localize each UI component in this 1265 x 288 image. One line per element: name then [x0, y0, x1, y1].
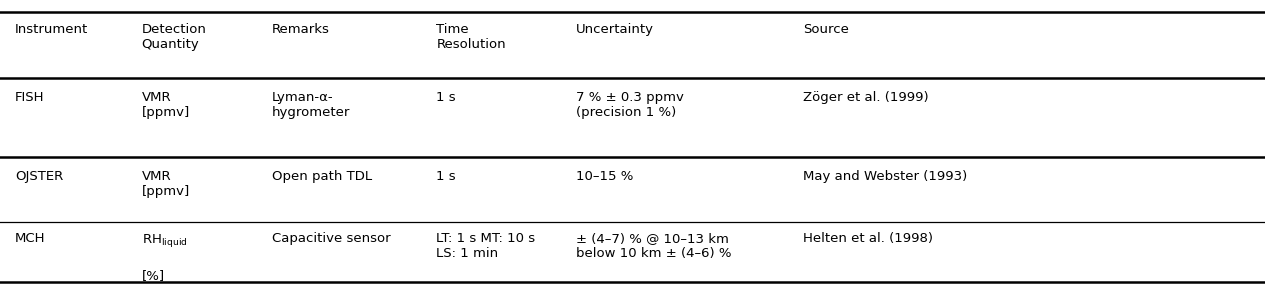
Text: Remarks: Remarks	[272, 23, 330, 36]
Text: Detection
Quantity: Detection Quantity	[142, 23, 206, 51]
Text: Lyman-α-
hygrometer: Lyman-α- hygrometer	[272, 91, 350, 119]
Text: 10–15 %: 10–15 %	[576, 170, 632, 183]
Text: LT: 1 s MT: 10 s
LS: 1 min: LT: 1 s MT: 10 s LS: 1 min	[436, 232, 535, 260]
Text: RH$_\mathregular{liquid}$: RH$_\mathregular{liquid}$	[142, 232, 187, 249]
Text: ± (4–7) % @ 10–13 km
below 10 km ± (4–6) %: ± (4–7) % @ 10–13 km below 10 km ± (4–6)…	[576, 232, 731, 260]
Text: FISH: FISH	[15, 91, 44, 104]
Text: 7 % ± 0.3 ppmv
(precision 1 %): 7 % ± 0.3 ppmv (precision 1 %)	[576, 91, 683, 119]
Text: Open path TDL: Open path TDL	[272, 170, 372, 183]
Text: Instrument: Instrument	[15, 23, 89, 36]
Text: [%]: [%]	[142, 269, 164, 282]
Text: VMR
[ppmv]: VMR [ppmv]	[142, 91, 190, 119]
Text: Zöger et al. (1999): Zöger et al. (1999)	[803, 91, 929, 104]
Text: 1 s: 1 s	[436, 170, 457, 183]
Text: Time
Resolution: Time Resolution	[436, 23, 506, 51]
Text: Helten et al. (1998): Helten et al. (1998)	[803, 232, 934, 245]
Text: OJSTER: OJSTER	[15, 170, 63, 183]
Text: Source: Source	[803, 23, 849, 36]
Text: VMR
[ppmv]: VMR [ppmv]	[142, 170, 190, 198]
Text: Capacitive sensor: Capacitive sensor	[272, 232, 391, 245]
Text: May and Webster (1993): May and Webster (1993)	[803, 170, 968, 183]
Text: Uncertainty: Uncertainty	[576, 23, 654, 36]
Text: 1 s: 1 s	[436, 91, 457, 104]
Text: MCH: MCH	[15, 232, 46, 245]
